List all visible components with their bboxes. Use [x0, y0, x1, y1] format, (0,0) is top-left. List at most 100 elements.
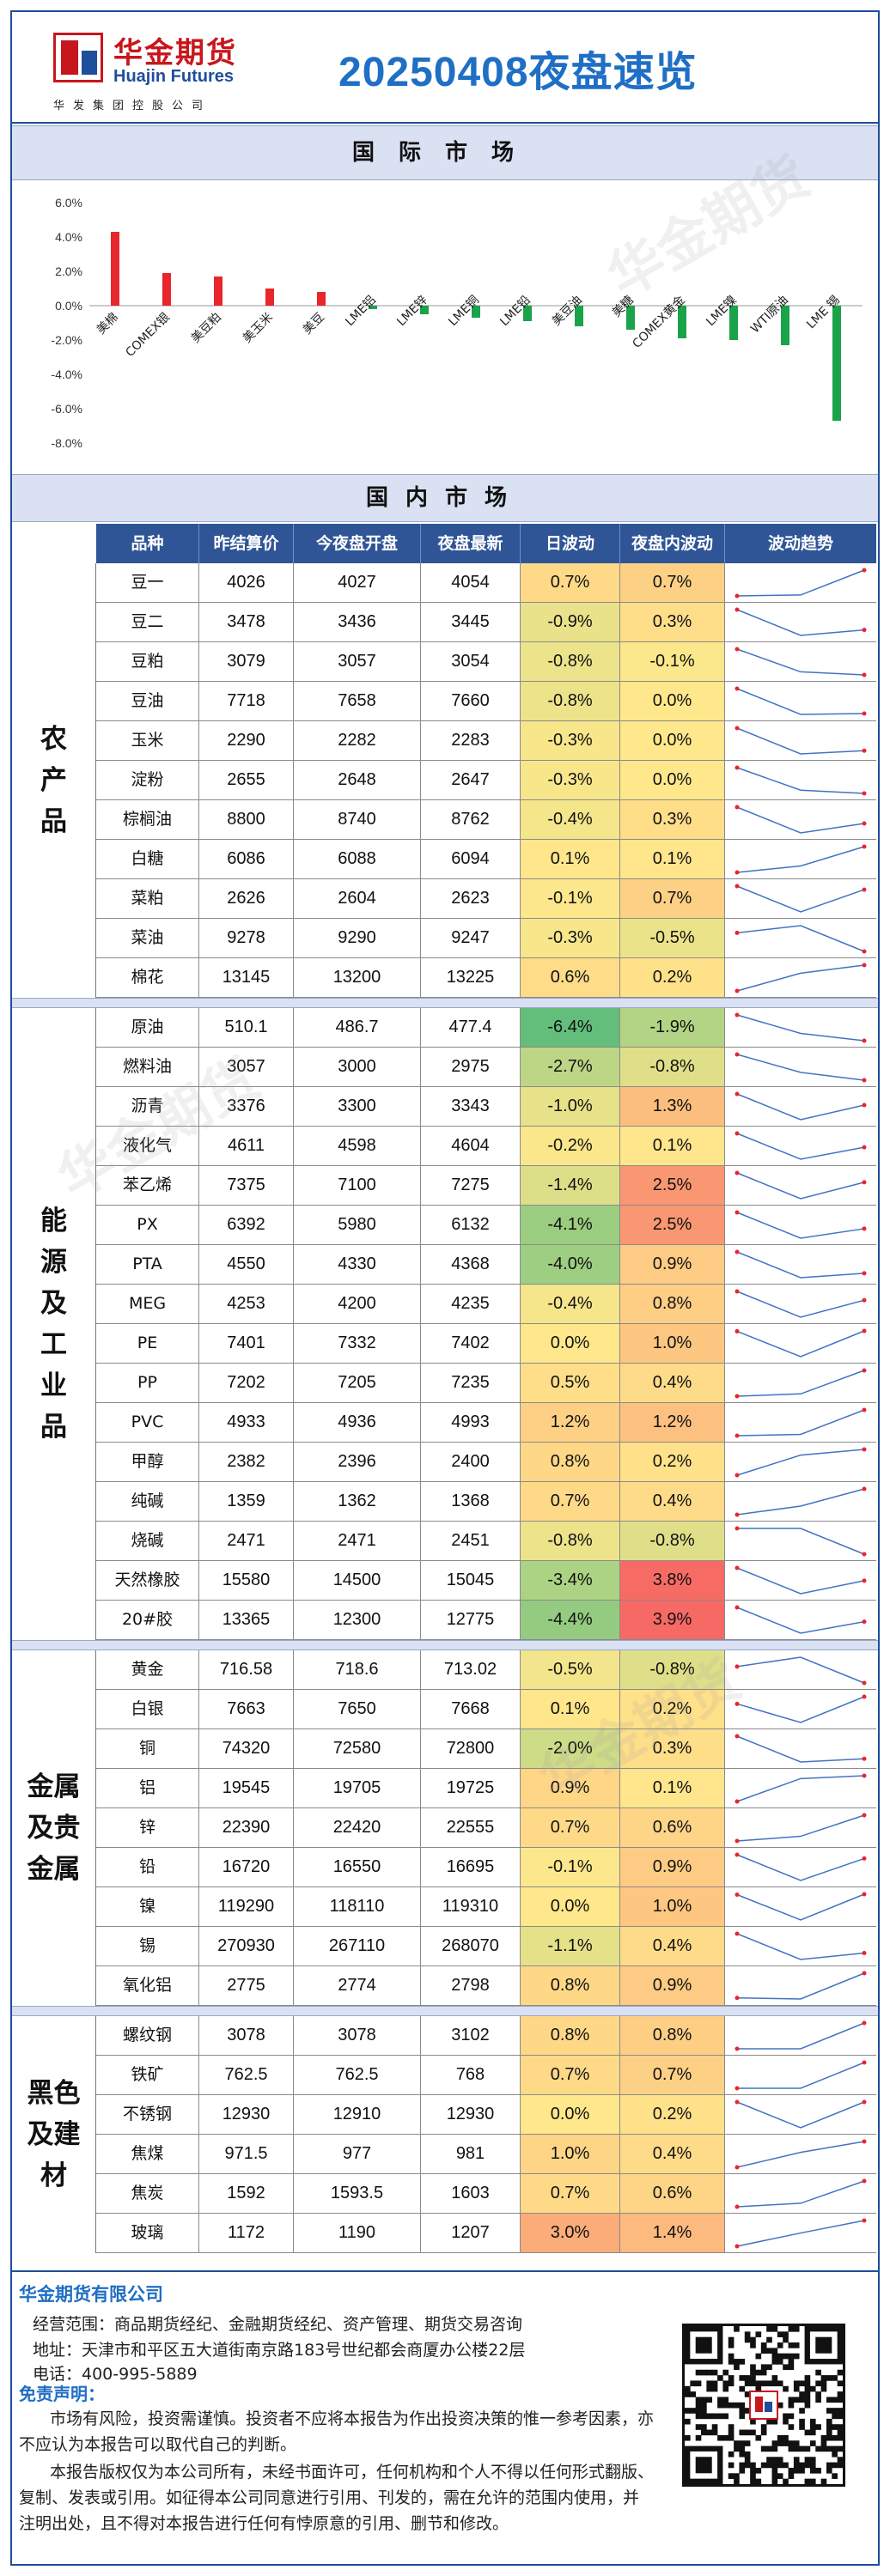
- table-row: 玻璃 1172 1190 1207 3.0% 1.4%: [96, 2214, 876, 2253]
- sparkline-start-dot: [735, 1394, 740, 1399]
- night-last: 3054: [421, 642, 521, 681]
- group-separator: [12, 2006, 878, 2016]
- day-change: -0.8%: [521, 642, 620, 681]
- trend-sparkline: [725, 800, 876, 839]
- commodity-name: 纯碱: [96, 1482, 199, 1521]
- night-open: 762.5: [294, 2056, 421, 2094]
- night-last: 1207: [421, 2214, 521, 2252]
- sparkline-start-dot: [735, 1996, 740, 2001]
- report-header: 华金期货 Huajin Futures 华发集团控股公司 20250408夜盘速…: [12, 12, 878, 124]
- night-open: 2396: [294, 1443, 421, 1481]
- commodity-name: PP: [96, 1364, 199, 1402]
- sparkline-path: [736, 1172, 865, 1200]
- trend-sparkline: [725, 958, 876, 997]
- table-row: 沥青 3376 3300 3343 -1.0% 1.3%: [96, 1087, 876, 1127]
- x-category-label: 美豆粕: [189, 311, 224, 346]
- sparkline-start-dot: [735, 1170, 740, 1176]
- table-row: 铁矿 762.5 762.5 768 0.7% 0.7%: [96, 2056, 876, 2095]
- sparkline-start-dot: [735, 2046, 740, 2051]
- table-row: 不锈钢 12930 12910 12930 0.0% 0.2%: [96, 2095, 876, 2135]
- prev-settle: 4611: [199, 1127, 294, 1165]
- commodity-name: 豆油: [96, 682, 199, 720]
- bar: [317, 292, 326, 306]
- trend-sparkline: [725, 1206, 876, 1244]
- sparkline-path: [736, 688, 865, 715]
- prev-settle: 8800: [199, 800, 294, 839]
- night-open: 2282: [294, 721, 421, 760]
- night-change: 3.8%: [620, 1561, 725, 1600]
- sparkline-path: [736, 1775, 865, 1802]
- sparkline-start-dot: [735, 2086, 740, 2091]
- commodity-name: 棉花: [96, 958, 199, 997]
- table-row: PX 6392 5980 6132 -4.1% 2.5%: [96, 1206, 876, 1245]
- sparkline-end-dot: [862, 791, 867, 796]
- table-group: 农产品豆一 4026 4027 4054 0.7% 0.7% 豆二 3478 3436 3445-…: [12, 563, 878, 998]
- commodity-name: 焦煤: [96, 2135, 199, 2173]
- night-change: 0.2%: [620, 1443, 725, 1481]
- prev-settle: 6392: [199, 1206, 294, 1244]
- sparkline-start-dot: [735, 647, 740, 652]
- night-change: 0.7%: [620, 563, 725, 602]
- sparkline-start-dot: [735, 1565, 740, 1571]
- table-header: 品种 昨结算价 今夜盘开盘 夜盘最新 日波动 夜盘内波动 波动趋势: [96, 524, 876, 563]
- night-last: 7402: [421, 1324, 521, 1363]
- day-change: 0.6%: [521, 958, 620, 997]
- sparkline-start-dot: [735, 726, 740, 731]
- night-open: 19705: [294, 1769, 421, 1807]
- footer-company: 华金期货有限公司: [19, 2284, 163, 2305]
- sparkline-start-dot: [735, 1852, 740, 1857]
- qr-code[interactable]: [682, 2324, 845, 2487]
- day-change: 0.0%: [521, 2095, 620, 2134]
- commodity-name: 锡: [96, 1927, 199, 1965]
- night-last: 6094: [421, 840, 521, 878]
- sparkline-start-dot: [735, 1289, 740, 1294]
- night-change: -0.8%: [620, 1048, 725, 1086]
- sparkline-end-dot: [862, 1368, 867, 1373]
- table-row: 燃料油 3057 3000 2975 -2.7% -0.8%: [96, 1048, 876, 1087]
- commodity-name: 白银: [96, 1690, 199, 1728]
- sparkline-start-dot: [735, 1052, 740, 1057]
- qr-logo-icon: [749, 2391, 778, 2420]
- commodity-name: 铜: [96, 1729, 199, 1768]
- sparkline-end-dot: [862, 1078, 867, 1083]
- night-change: -0.1%: [620, 642, 725, 681]
- trend-sparkline: [725, 1403, 876, 1442]
- day-change: 1.0%: [521, 2135, 620, 2173]
- sparkline-start-dot: [735, 607, 740, 612]
- night-last: 2975: [421, 1048, 521, 1086]
- table-row: 螺纹钢 3078 3078 3102 0.8% 0.8%: [96, 2016, 876, 2056]
- night-open: 7658: [294, 682, 421, 720]
- logo-chinese-name: 华金期货: [113, 36, 237, 70]
- sparkline-start-dot: [735, 884, 740, 889]
- night-last: 2451: [421, 1522, 521, 1560]
- night-last: 6132: [421, 1206, 521, 1244]
- trend-sparkline: [725, 1601, 876, 1639]
- night-open: 3000: [294, 1048, 421, 1086]
- commodity-name: 菜粕: [96, 879, 199, 918]
- trend-sparkline: [725, 1443, 876, 1481]
- day-change: -1.4%: [521, 1166, 620, 1205]
- table-row: 焦煤 971.5 977 981 1.0% 0.4%: [96, 2135, 876, 2174]
- sparkline-path: [736, 767, 865, 794]
- prev-settle: 716.58: [199, 1650, 294, 1689]
- report-title: 20250408夜盘速览: [338, 50, 698, 95]
- table-row: 烧碱 2471 2471 2451 -0.8% -0.8%: [96, 1522, 876, 1561]
- commodity-name: MEG: [96, 1285, 199, 1323]
- commodity-name: 铁矿: [96, 2056, 199, 2094]
- trend-sparkline: [725, 1285, 876, 1323]
- table-row: 原油 510.1 486.7 477.4 -6.4% -1.9%: [96, 1008, 876, 1048]
- sparkline-end-dot: [862, 2218, 867, 2223]
- night-open: 7332: [294, 1324, 421, 1363]
- sparkline-path: [736, 1093, 865, 1121]
- col-header-night-open: 今夜盘开盘: [294, 524, 421, 563]
- sparkline-path: [736, 1449, 865, 1476]
- prev-settle: 4026: [199, 563, 294, 602]
- night-open: 2774: [294, 1966, 421, 2005]
- night-change: 3.9%: [620, 1601, 725, 1639]
- night-last: 7668: [421, 1690, 521, 1728]
- table-row: 棕榈油 8800 8740 8762 -0.4% 0.3%: [96, 800, 876, 840]
- disclaimer-title: 免责声明：: [19, 2384, 105, 2404]
- y-tick-label: -4.0%: [51, 368, 82, 381]
- table-row: 淀粉 2655 2648 2647 -0.3% 0.0%: [96, 761, 876, 800]
- sparkline-start-dot: [735, 870, 740, 875]
